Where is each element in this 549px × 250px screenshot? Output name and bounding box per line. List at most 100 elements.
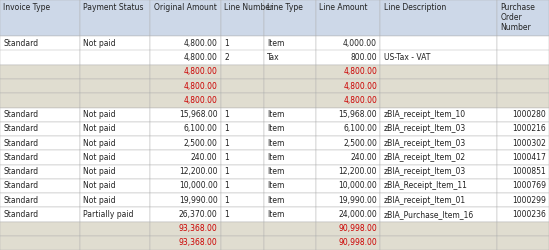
Bar [0,207,80,222]
Bar [264,93,316,108]
Bar [0,236,80,250]
Text: zBIA_receipt_Item_03: zBIA_receipt_Item_03 [384,124,466,134]
Text: 90,998.00: 90,998.00 [338,238,377,248]
Bar [316,65,380,79]
Text: 1000417: 1000417 [512,153,546,162]
Bar [221,222,264,236]
Bar [497,79,549,93]
Text: 4,800.00: 4,800.00 [184,82,217,90]
Bar [316,236,380,250]
Text: 6,100.00: 6,100.00 [343,124,377,134]
Bar [380,236,497,250]
Bar [150,0,221,36]
Bar [497,50,549,65]
Bar [0,150,80,164]
Bar [221,65,264,79]
Bar [497,93,549,108]
Text: Item: Item [267,39,284,48]
Bar [221,179,264,193]
Text: zBIA_Receipt_Item_11: zBIA_Receipt_Item_11 [384,182,468,190]
Text: 4,800.00: 4,800.00 [343,96,377,105]
Text: 90,998.00: 90,998.00 [338,224,377,233]
Text: Standard: Standard [3,110,38,119]
Bar [264,179,316,193]
Bar [0,122,80,136]
Bar [380,36,497,51]
Bar [221,93,264,108]
Text: 4,800.00: 4,800.00 [184,96,217,105]
Bar [0,93,80,108]
Text: zBIA_Purchase_Item_16: zBIA_Purchase_Item_16 [384,210,474,219]
Bar [0,136,80,150]
Text: 12,200.00: 12,200.00 [339,167,377,176]
Text: 4,800.00: 4,800.00 [184,53,217,62]
Bar [264,236,316,250]
Bar [380,108,497,122]
Bar [316,93,380,108]
Text: 240.00: 240.00 [191,153,217,162]
Text: 15,968.00: 15,968.00 [338,110,377,119]
Bar [497,193,549,207]
Text: Line Number: Line Number [224,2,273,12]
Text: Item: Item [267,153,284,162]
Text: Not paid: Not paid [83,39,116,48]
Bar [380,0,497,36]
Bar [80,164,150,179]
Text: 19,990.00: 19,990.00 [179,196,217,205]
Text: Item: Item [267,138,284,147]
Bar [221,236,264,250]
Bar [80,50,150,65]
Bar [0,193,80,207]
Bar [150,108,221,122]
Text: 10,000.00: 10,000.00 [338,182,377,190]
Bar [80,65,150,79]
Bar [264,136,316,150]
Text: 4,800.00: 4,800.00 [184,68,217,76]
Text: Tax: Tax [267,53,279,62]
Bar [0,222,80,236]
Text: 15,968.00: 15,968.00 [179,110,217,119]
Bar [497,236,549,250]
Text: 1000851: 1000851 [512,167,546,176]
Bar [380,150,497,164]
Bar [380,93,497,108]
Bar [316,150,380,164]
Bar [0,164,80,179]
Bar [80,79,150,93]
Bar [264,79,316,93]
Bar [221,108,264,122]
Bar [264,150,316,164]
Bar [80,179,150,193]
Bar [380,65,497,79]
Bar [497,0,549,36]
Bar [264,65,316,79]
Text: Original Amount: Original Amount [154,2,216,12]
Bar [80,108,150,122]
Bar [221,36,264,51]
Bar [264,108,316,122]
Bar [0,50,80,65]
Text: 26,370.00: 26,370.00 [179,210,217,219]
Text: Invoice Type: Invoice Type [3,2,51,12]
Text: 240.00: 240.00 [350,153,377,162]
Text: 19,990.00: 19,990.00 [338,196,377,205]
Bar [380,164,497,179]
Bar [150,207,221,222]
Bar [264,207,316,222]
Text: 2,500.00: 2,500.00 [184,138,217,147]
Bar [221,50,264,65]
Bar [150,179,221,193]
Text: Item: Item [267,210,284,219]
Bar [150,36,221,51]
Bar [380,207,497,222]
Text: 24,000.00: 24,000.00 [338,210,377,219]
Text: Not paid: Not paid [83,110,116,119]
Text: 1000299: 1000299 [512,196,546,205]
Bar [497,179,549,193]
Bar [316,193,380,207]
Bar [0,79,80,93]
Bar [497,164,549,179]
Text: 1: 1 [224,124,229,134]
Text: zBIA_receipt_Item_03: zBIA_receipt_Item_03 [384,138,466,147]
Bar [80,93,150,108]
